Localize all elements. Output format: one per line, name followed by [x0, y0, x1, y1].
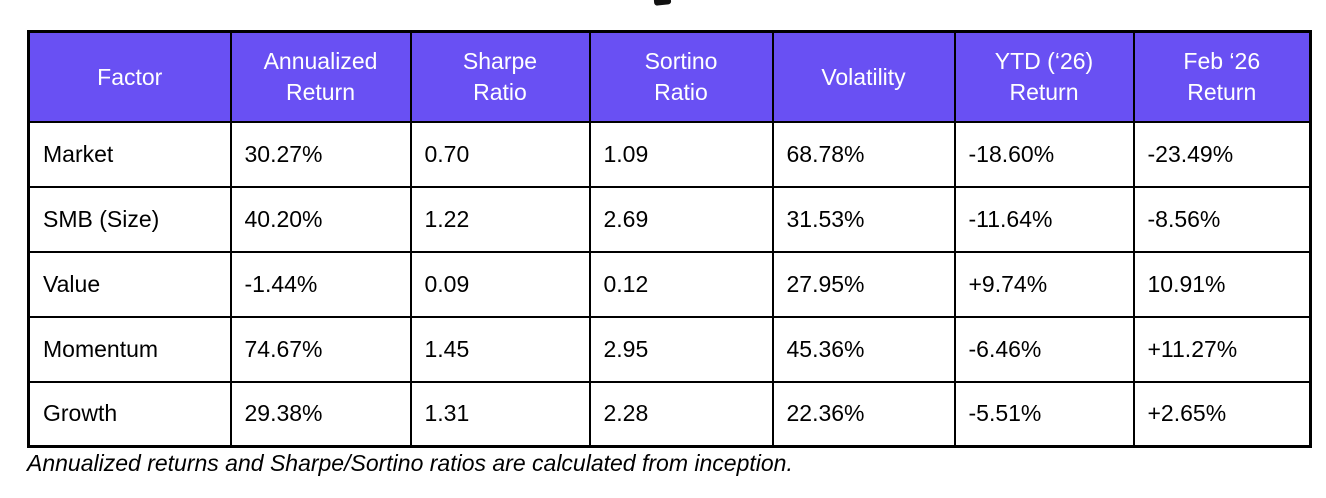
- table-row-smb-size: SMB (Size) 40.20% 1.22 2.69 31.53% -11.6…: [27, 185, 1312, 253]
- table-cell: 0.12: [588, 250, 774, 318]
- table-cell: -8.56%: [1132, 185, 1312, 253]
- table-cell: -23.49%: [1132, 120, 1312, 188]
- factor-performance-table: Factor Annualized Return Sharpe Ratio So…: [27, 30, 1312, 448]
- table-cell: 0.09: [409, 250, 591, 318]
- col-header-volatility: Volatility: [771, 30, 956, 123]
- table-cell: 29.38%: [229, 380, 412, 448]
- table-cell: 1.09: [588, 120, 774, 188]
- table-cell: 31.53%: [771, 185, 956, 253]
- col-header-sortino-ratio: Sortino Ratio: [588, 30, 774, 123]
- table-cell: +2.65%: [1132, 380, 1312, 448]
- col-header-ytd-return: YTD (‘26) Return: [953, 30, 1135, 123]
- row-label: Market: [27, 120, 232, 188]
- table-cell: 45.36%: [771, 315, 956, 383]
- row-label: Value: [27, 250, 232, 318]
- table-cell: 22.36%: [771, 380, 956, 448]
- footnote: Annualized returns and Sharpe/Sortino ra…: [27, 450, 793, 476]
- table-cell: -1.44%: [229, 250, 412, 318]
- row-label: Momentum: [27, 315, 232, 383]
- table-cell: -5.51%: [953, 380, 1135, 448]
- table-cell: -18.60%: [953, 120, 1135, 188]
- col-header-sharpe-ratio: Sharpe Ratio: [409, 30, 591, 123]
- table-row-market: Market 30.27% 0.70 1.09 68.78% -18.60% -…: [27, 120, 1312, 188]
- table-cell: 74.67%: [229, 315, 412, 383]
- table-cell: 30.27%: [229, 120, 412, 188]
- table-cell: 2.95: [588, 315, 774, 383]
- table-cell: 1.45: [409, 315, 591, 383]
- table-cell: 1.22: [409, 185, 591, 253]
- table-cell: 27.95%: [771, 250, 956, 318]
- table-cell: 0.70: [409, 120, 591, 188]
- row-label: Growth: [27, 380, 232, 448]
- row-label: SMB (Size): [27, 185, 232, 253]
- table-cell: 1.31: [409, 380, 591, 448]
- table-cell: -11.64%: [953, 185, 1135, 253]
- col-header-factor: Factor: [27, 30, 232, 123]
- table-cell: 40.20%: [229, 185, 412, 253]
- header-row: Factor Annualized Return Sharpe Ratio So…: [27, 30, 1312, 123]
- table-cell: +11.27%: [1132, 315, 1312, 383]
- table-row-momentum: Momentum 74.67% 1.45 2.95 45.36% -6.46% …: [27, 315, 1312, 383]
- table-cell: +9.74%: [953, 250, 1135, 318]
- table-cell: 68.78%: [771, 120, 956, 188]
- table-row-value: Value -1.44% 0.09 0.12 27.95% +9.74% 10.…: [27, 250, 1312, 318]
- table-cell: 10.91%: [1132, 250, 1312, 318]
- table-row-growth: Growth 29.38% 1.31 2.28 22.36% -5.51% +2…: [27, 380, 1312, 448]
- cropped-title-fragment: [653, 0, 672, 6]
- table-cell: 2.28: [588, 380, 774, 448]
- table-cell: -6.46%: [953, 315, 1135, 383]
- col-header-feb-return: Feb ‘26 Return: [1132, 30, 1312, 123]
- col-header-annualized-return: Annualized Return: [229, 30, 412, 123]
- table-cell: 2.69: [588, 185, 774, 253]
